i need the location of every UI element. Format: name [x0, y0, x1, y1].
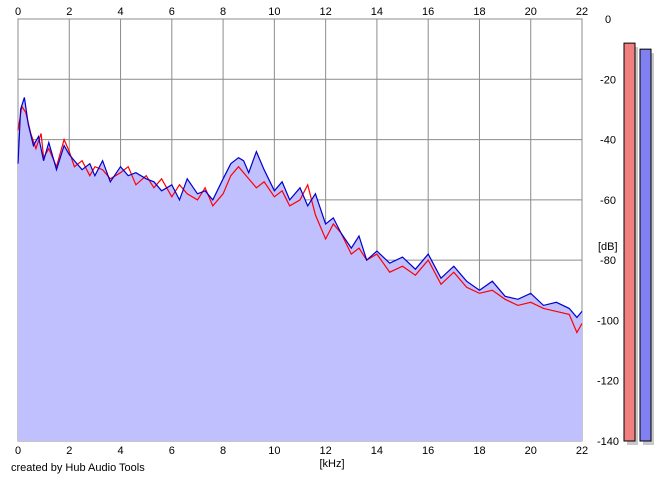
x-tick-label: 2 [66, 6, 72, 18]
x-tick-label: 20 [525, 445, 537, 457]
y-tick-label: -140 [597, 436, 619, 448]
level-meter-bar [639, 48, 652, 442]
y-tick-label: -60 [600, 195, 616, 207]
x-tick-label: 20 [525, 6, 537, 18]
series-line-2 [17, 97, 583, 319]
x-tick-label: 18 [473, 445, 485, 457]
x-axis-label: [kHz] [319, 458, 344, 470]
y-tick-label: -120 [597, 376, 619, 388]
x-tick-label: 18 [473, 6, 485, 18]
level-meter-bar [623, 42, 636, 442]
x-tick-label: 6 [169, 6, 175, 18]
x-tick-labels-bottom: 0 2 4 6 8 10 12 14 16 18 20 22 [15, 445, 588, 457]
y-axis-label: [dB] [598, 241, 618, 253]
x-tick-label: 4 [117, 6, 123, 18]
x-tick-labels-top: 0 2 4 6 8 10 12 14 16 18 20 22 [15, 6, 588, 18]
y-tick-label: 0 [605, 14, 611, 26]
x-tick-label: 10 [268, 6, 280, 18]
x-tick-label: 14 [371, 6, 383, 18]
spectrum-area-fill [18, 97, 582, 441]
spectrum-fill [18, 97, 582, 441]
x-tick-label: 8 [220, 445, 226, 457]
x-tick-label: 6 [169, 445, 175, 457]
x-tick-label: 16 [422, 6, 434, 18]
x-tick-label: 0 [15, 6, 21, 18]
x-tick-label: 8 [220, 6, 226, 18]
x-tick-label: 4 [117, 445, 123, 457]
x-tick-label: 22 [576, 6, 588, 18]
series-line-1 [17, 104, 583, 334]
x-tick-label: 14 [371, 445, 383, 457]
x-tick-label: 12 [320, 445, 332, 457]
x-tick-label: 16 [422, 445, 434, 457]
y-tick-label: -40 [600, 135, 616, 147]
x-tick-label: 12 [320, 6, 332, 18]
spectrum-series [17, 97, 583, 334]
x-tick-label: 10 [268, 445, 280, 457]
x-tick-label: 22 [576, 445, 588, 457]
level-meters [623, 42, 654, 446]
y-tick-labels: 0 -20 -40 -60 -80 -100 -120 -140 [597, 14, 619, 448]
credit-text: created by Hub Audio Tools [11, 462, 145, 474]
y-tick-label: -20 [600, 74, 616, 86]
y-tick-label: -100 [597, 315, 619, 327]
x-tick-label: 0 [15, 445, 21, 457]
y-tick-label: -80 [600, 255, 616, 267]
x-tick-label: 2 [66, 445, 72, 457]
